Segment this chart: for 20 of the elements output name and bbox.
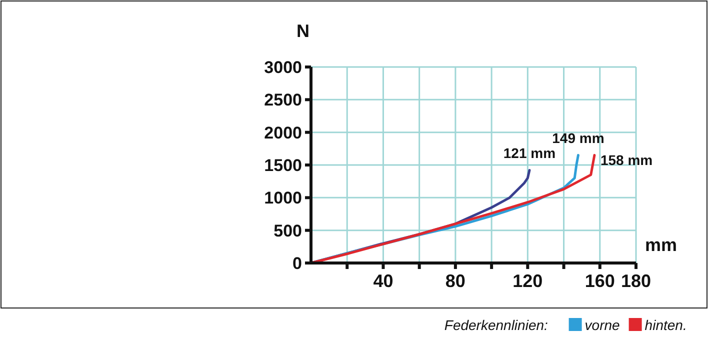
legend-title: Federkennlinien:: [444, 317, 548, 333]
x-tick-label: 160: [584, 271, 615, 291]
y-axis-title: N: [296, 21, 310, 41]
annotation: 149 mm: [552, 130, 604, 146]
x-tick-label: 180: [620, 271, 652, 291]
y-tick-label: 2500: [264, 90, 302, 110]
x-axis-title: mm: [644, 235, 678, 255]
x-tick-label: 80: [445, 271, 466, 291]
y-tick-label: 1500: [264, 156, 302, 175]
x-tick-label: 120: [512, 271, 543, 291]
y-tick-label: 500: [274, 221, 302, 240]
y-tick-label: 3000: [264, 58, 302, 77]
legend-label: vorne: [584, 317, 620, 333]
y-tick-label: 0: [292, 254, 302, 273]
y-tick-label: 2000: [264, 123, 302, 142]
legend-label: hinten.: [644, 317, 687, 333]
x-tick-label: 40: [373, 271, 394, 291]
annotation: 158 mm: [600, 152, 653, 168]
annotation: 121 mm: [503, 145, 556, 162]
y-tick-label: 1000: [264, 188, 302, 208]
